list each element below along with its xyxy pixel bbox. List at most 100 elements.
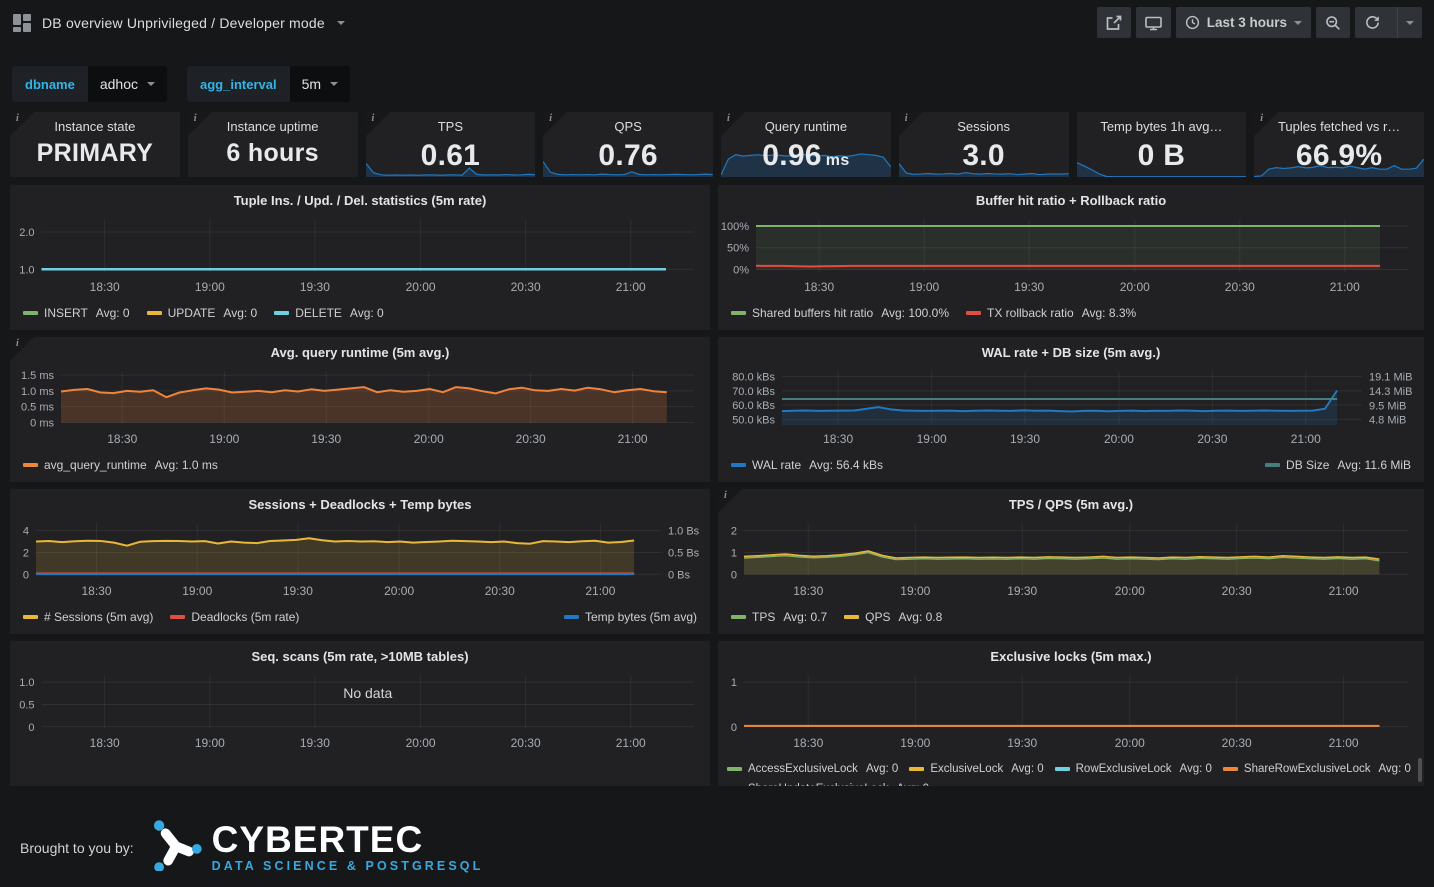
legend-series-name: Shared buffers hit ratio	[752, 306, 874, 320]
legend-series-avg: Avg: 0.8	[898, 610, 943, 624]
legend-item[interactable]: Shared buffers hit ratio Avg: 100.0%	[731, 303, 949, 323]
panel-title[interactable]: TPS / QPS (5m avg.)	[1008, 497, 1134, 512]
stat-panel-tps: i TPS 0.61	[365, 112, 536, 177]
legend-item[interactable]: TPS Avg: 0.7	[731, 607, 827, 627]
info-icon[interactable]: i	[16, 338, 19, 349]
x-tick-label: 21:00	[616, 736, 646, 750]
variable-agg-interval-selected: 5m	[301, 76, 322, 92]
time-range-caret-icon	[1294, 20, 1302, 25]
legend-item[interactable]: ShareRowExclusiveLock Avg: 0	[1222, 759, 1411, 779]
info-icon[interactable]: i	[724, 490, 727, 501]
legend-swatch	[563, 615, 579, 619]
dashboards-grid-icon[interactable]	[12, 13, 32, 33]
legend-scrollbar[interactable]	[1418, 758, 1422, 782]
info-corner	[543, 112, 568, 136]
stat-title[interactable]: Query runtime	[764, 119, 848, 134]
refresh-button[interactable]	[1355, 7, 1390, 38]
stat-value-text: 66.9%	[1295, 139, 1383, 172]
panel-title[interactable]: Buffer hit ratio + Rollback ratio	[975, 193, 1167, 208]
panel-title[interactable]: Tuple Ins. / Upd. / Del. statistics (5m …	[233, 193, 487, 208]
x-tick-label: 19:30	[300, 280, 330, 294]
legend-item[interactable]: QPS Avg: 0.8	[844, 607, 942, 627]
variable-agg-interval-value[interactable]: 5m	[289, 66, 351, 102]
x-tick-label: 19:30	[283, 584, 313, 598]
legend-series-name: RowExclusiveLock	[1075, 763, 1172, 775]
stat-title[interactable]: Tuples fetched vs r…	[1277, 119, 1401, 134]
panel-title[interactable]: Exclusive locks (5m max.)	[990, 649, 1152, 664]
x-tick-label: 19:30	[311, 432, 341, 446]
legend-swatch	[1054, 767, 1070, 771]
stat-title[interactable]: Instance uptime	[226, 119, 319, 134]
stat-title[interactable]: Sessions	[957, 119, 1010, 134]
legend-item[interactable]: WAL rate Avg: 56.4 kBs	[731, 455, 883, 475]
tv-kiosk-button[interactable]	[1135, 7, 1171, 38]
info-corner	[721, 112, 745, 136]
refresh-interval-dropdown[interactable]	[1397, 7, 1422, 38]
chart-plot: 2 1 0 18:30 19:00 19:30 20:00 20:30 21:00	[731, 523, 1408, 598]
legend-item[interactable]: Deadlocks (5m rate)	[170, 607, 299, 627]
right-y-tick-label: 14.3 MiB	[1369, 386, 1412, 398]
stat-panel-instance-uptime: i Instance uptime 6 hours	[187, 112, 358, 177]
legend-item[interactable]: DELETE Avg: 0	[274, 303, 384, 323]
stat-title[interactable]: Temp bytes 1h avg…	[1100, 119, 1223, 134]
y-tick-label: 2	[731, 526, 737, 538]
info-icon[interactable]: i	[16, 113, 19, 124]
x-tick-label: 20:00	[1115, 584, 1145, 598]
dashboard-title[interactable]: DB overview Unprivileged / Developer mod…	[42, 14, 325, 31]
x-tick-label: 20:30	[1197, 432, 1227, 446]
series-line-avg-query-runtime	[60, 386, 667, 399]
legend-left-group: Shared buffers hit ratio Avg: 100.0% TX ro…	[731, 303, 1136, 323]
info-icon[interactable]: i	[371, 113, 375, 124]
info-icon[interactable]: i	[549, 113, 553, 124]
legend-item[interactable]: AccessExclusiveLock Avg: 0	[727, 759, 898, 779]
panel-title[interactable]: Avg. query runtime (5m avg.)	[270, 345, 450, 360]
x-tick-label: 18:30	[823, 432, 853, 446]
legend-item[interactable]: avg_query_runtime Avg: 1.0 ms	[23, 455, 218, 475]
legend-item[interactable]: ExclusiveLock Avg: 0	[909, 759, 1044, 779]
legend-item[interactable]: RowExclusiveLock Avg: 0	[1054, 759, 1212, 779]
legend-series-avg: Avg: 0	[349, 306, 384, 320]
x-tick-label: 21:00	[616, 280, 646, 294]
graph-panel-avg-query-runtime-5m-avg: i Avg. query runtime (5m avg.) 1.5 ms 1.0 m…	[10, 337, 710, 482]
dashboard-title-caret-icon[interactable]	[336, 20, 345, 25]
legend-series-name: Deadlocks (5m rate)	[191, 610, 300, 624]
share-button[interactable]	[1096, 7, 1131, 38]
zoom-out-button[interactable]	[1316, 7, 1350, 38]
legend-item[interactable]: Temp bytes (5m avg)	[563, 607, 697, 627]
stat-panel-temp-bytes-1h-avg: Temp bytes 1h avg… 0 B	[1076, 112, 1247, 177]
info-icon[interactable]: i	[727, 113, 730, 124]
graph-panel-tps-qps-5m-avg: i TPS / QPS (5m avg.) 2 1 0 18:30 19:00 19:30 20…	[718, 489, 1424, 634]
cybertec-logo-text: CYBERTEC	[211, 818, 424, 860]
x-tick-label: 20:00	[414, 432, 444, 446]
panel-title[interactable]: Seq. scans (5m rate, >10MB tables)	[251, 649, 469, 664]
panel-title[interactable]: WAL rate + DB size (5m avg.)	[981, 345, 1161, 360]
stat-value-text: 0 B	[1137, 139, 1186, 172]
stat-title[interactable]: Instance state	[54, 119, 136, 134]
info-icon[interactable]: i	[193, 113, 197, 124]
info-icon[interactable]: i	[904, 113, 908, 124]
refresh-button-group	[1355, 7, 1422, 38]
y-tick-label: 70.0 kBs	[732, 386, 775, 398]
stat-title[interactable]: TPS	[437, 119, 464, 134]
info-icon[interactable]: i	[1260, 113, 1264, 124]
stat-value-unit: ms	[825, 152, 850, 169]
stat-title[interactable]: QPS	[614, 119, 642, 134]
legend-item[interactable]: # Sessions (5m avg)	[23, 607, 153, 627]
stats-row: i Instance state PRIMARY i Instance uptime 6 …	[0, 102, 1434, 177]
legend-item[interactable]: DB Size Avg: 11.6 MiB	[1265, 455, 1411, 475]
x-tick-label: 21:00	[1329, 584, 1359, 598]
time-range-picker[interactable]: Last 3 hours	[1175, 7, 1311, 38]
x-tick-label: 21:00	[585, 584, 615, 598]
x-tick-label: 19:00	[917, 432, 947, 446]
x-tick-label: 20:00	[406, 736, 436, 750]
right-y-tick-label: 9.5 MiB	[1369, 400, 1406, 412]
legend-item[interactable]: TX rollback ratio Avg: 8.3%	[966, 303, 1136, 323]
legend-series-avg: Avg: 0	[1378, 763, 1411, 775]
legend-item[interactable]: ShareUpdateExclusiveLock Avg: 0	[727, 779, 929, 786]
variable-dbname-value[interactable]: adhoc	[87, 66, 167, 102]
legend-item[interactable]: INSERT Avg: 0	[23, 303, 130, 323]
legend-series-name: Temp bytes (5m avg)	[584, 610, 697, 624]
panel-title[interactable]: Sessions + Deadlocks + Temp bytes	[248, 497, 472, 512]
legend-item[interactable]: UPDATE Avg: 0	[146, 303, 257, 323]
y-tick-label: 60.0 kBs	[732, 400, 775, 412]
